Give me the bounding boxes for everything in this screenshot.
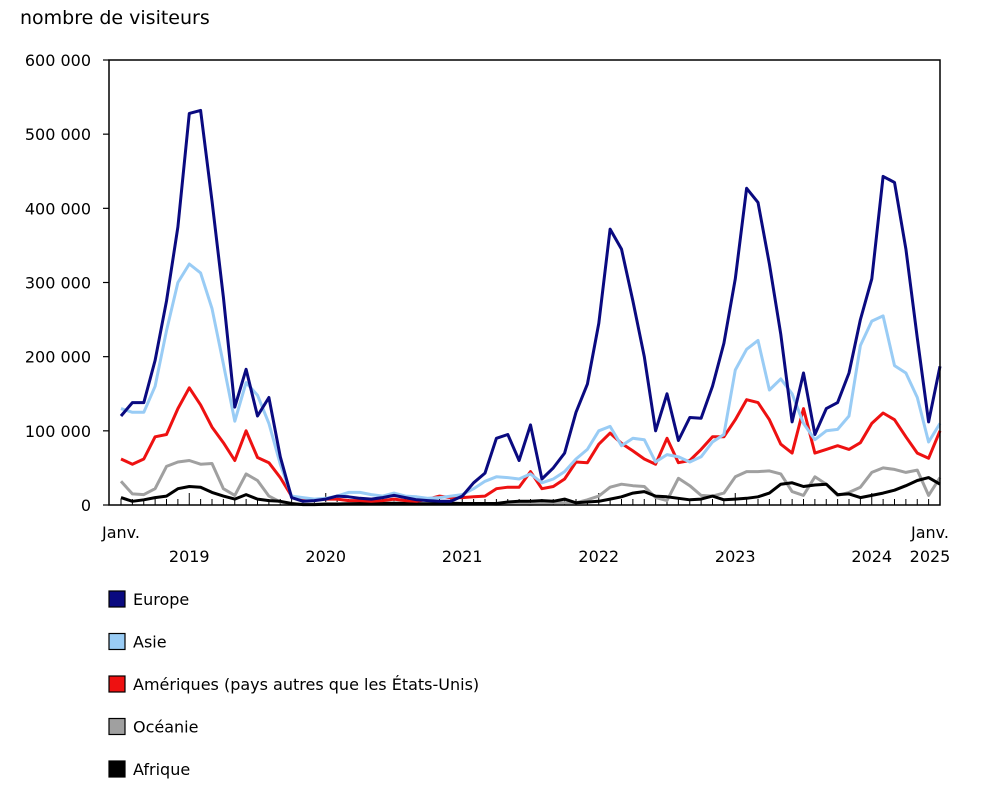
series-layer (119, 108, 942, 507)
legend: Europe Asie Amériques (pays autres que les… (108, 590, 479, 779)
y-tick-layer: 0 100 000 200 000 300 000 400 000 500 000 600 … (25, 51, 109, 515)
x-year-label: 2022 (578, 547, 619, 566)
legend-swatch (108, 632, 126, 651)
legend-swatch (108, 675, 126, 693)
y-tick-label: 0 (81, 496, 91, 515)
y-tick-label: 200 000 (25, 348, 91, 367)
legend-swatch (108, 760, 126, 778)
legend-label: Asie (133, 633, 167, 652)
legend-swatch (108, 590, 126, 608)
series-line-europe (119, 108, 942, 503)
x-year-label: 2020 (305, 547, 346, 566)
legend-label: Europe (133, 590, 189, 609)
plot-frame (108, 59, 941, 506)
y-axis-title: nombre de visiteurs (20, 7, 210, 29)
legend-label: Amériques (pays autres que les États-Uni… (133, 675, 479, 694)
x-year-label: 2023 (715, 547, 756, 566)
x-year-label: 2025 (910, 547, 951, 566)
x-tick-label: Janv. (101, 523, 140, 542)
x-tick-layer: Janv. 2019 2020 2021 2022 2023 2024 Janv. 2025 (101, 493, 950, 566)
legend-label: Afrique (133, 760, 190, 779)
series-line-oceanie (119, 459, 942, 506)
series-line-ameriques (120, 386, 942, 503)
x-tick-label: Janv. (910, 523, 949, 542)
y-tick-label: 600 000 (25, 51, 91, 70)
legend-label: Océanie (133, 718, 198, 737)
y-tick-label: 400 000 (25, 199, 91, 218)
x-year-label: 2021 (442, 547, 483, 566)
y-tick-label: 300 000 (25, 274, 91, 293)
y-tick-label: 100 000 (25, 422, 91, 441)
x-year-label: 2024 (851, 547, 892, 566)
series-line-afrique (120, 476, 941, 507)
x-year-label: 2019 (169, 547, 210, 566)
y-tick-label: 500 000 (25, 125, 91, 144)
series-line-asie (120, 262, 942, 501)
legend-swatch (108, 717, 126, 736)
